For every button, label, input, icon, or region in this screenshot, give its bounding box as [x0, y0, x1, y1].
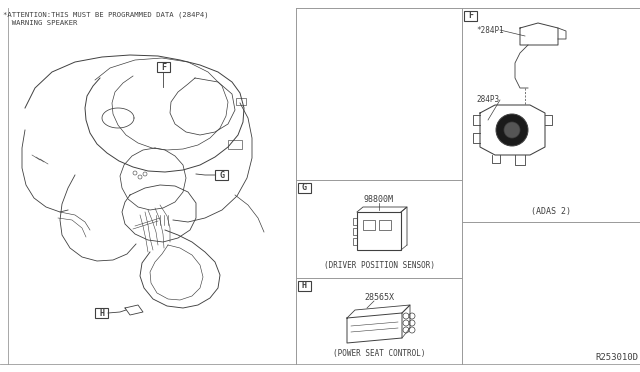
Text: (POWER SEAT CONTROL): (POWER SEAT CONTROL): [333, 349, 425, 358]
Text: F: F: [161, 62, 166, 71]
Bar: [357, 212, 401, 250]
Text: G: G: [302, 183, 307, 192]
Text: *ATTENTION:THIS MUST BE PROGRAMMED DATA (284P4): *ATTENTION:THIS MUST BE PROGRAMMED DATA …: [3, 12, 209, 19]
Bar: [353, 228, 357, 235]
Text: R253010D: R253010D: [595, 353, 638, 362]
Text: WARNING SPEAKER: WARNING SPEAKER: [3, 20, 77, 26]
Text: (ADAS 2): (ADAS 2): [531, 207, 571, 216]
Bar: [95, 308, 108, 318]
Text: 284P3: 284P3: [476, 95, 499, 104]
Text: G: G: [219, 170, 224, 180]
Text: (DRIVER POSITION SENSOR): (DRIVER POSITION SENSOR): [323, 261, 435, 270]
Text: 98800M: 98800M: [364, 195, 394, 204]
Bar: [363, 220, 375, 230]
Bar: [379, 220, 391, 230]
Text: 28565X: 28565X: [364, 293, 394, 302]
Text: H: H: [99, 308, 104, 317]
Bar: [464, 11, 477, 21]
Bar: [228, 140, 242, 149]
Bar: [236, 98, 246, 105]
Bar: [353, 218, 357, 225]
Text: F: F: [468, 12, 473, 20]
Bar: [157, 62, 170, 72]
Bar: [215, 170, 228, 180]
Bar: [298, 183, 311, 193]
Text: H: H: [302, 282, 307, 291]
Bar: [353, 238, 357, 245]
Text: *284P1: *284P1: [476, 26, 504, 35]
Circle shape: [496, 114, 528, 146]
Bar: [298, 281, 311, 291]
Circle shape: [504, 122, 520, 138]
